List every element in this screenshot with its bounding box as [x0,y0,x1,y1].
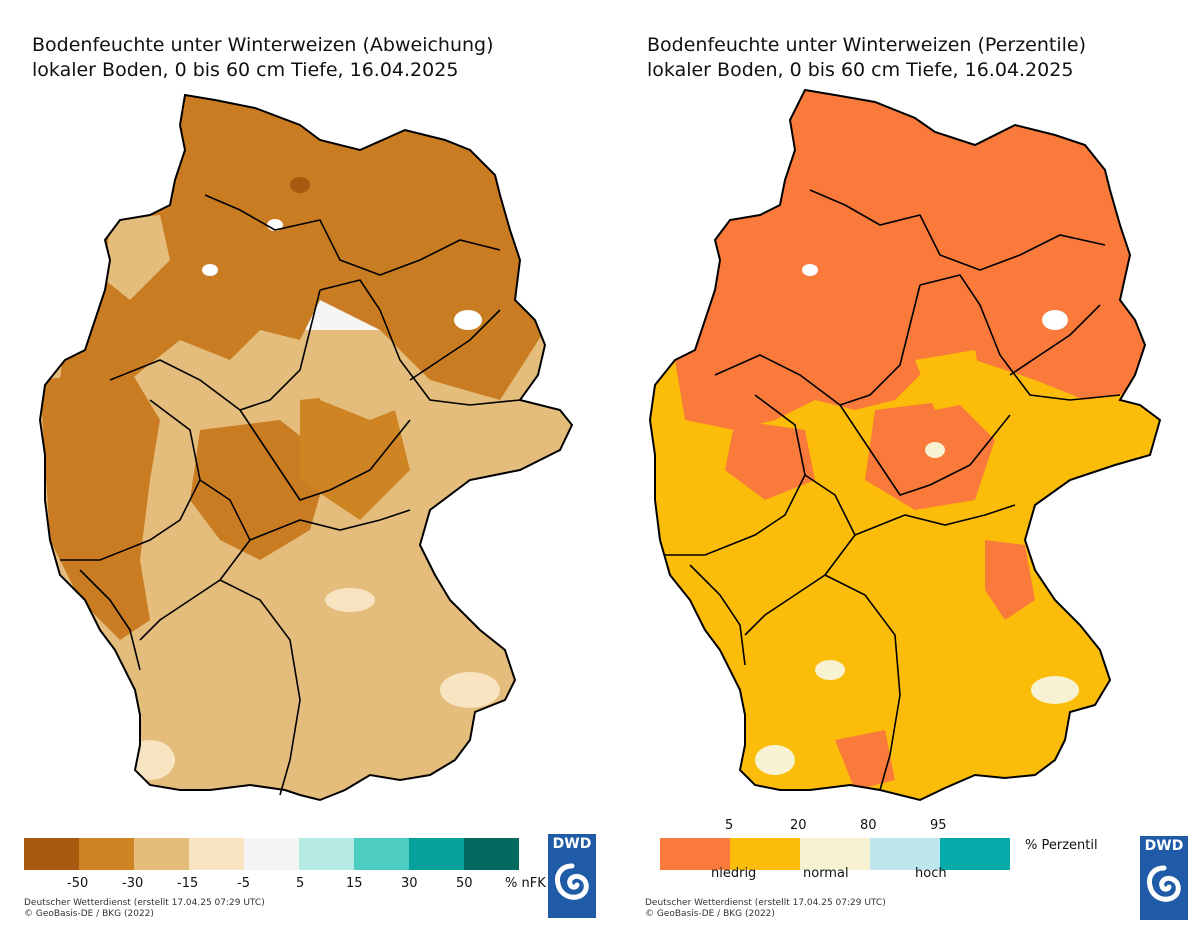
state-borders [60,194,521,796]
legend-swatch-4 [870,838,940,870]
legend-tick: -50 [67,876,89,891]
credit: Deutscher Wetterdienst (erstellt 17.04.2… [645,898,886,920]
berlin-hole [454,310,482,330]
legend-swatch-3 [800,838,870,870]
patch-sw [125,740,175,780]
legend-swatch-6 [299,838,354,870]
legend-tick: 50 [456,876,473,891]
legend-swatch-5 [244,838,299,870]
legend-swatch-5 [940,838,1010,870]
zone-normal-patch [915,350,985,410]
title-line-1: Bodenfeuchte unter Winterweizen (Abweich… [32,34,494,56]
deviation-legend [24,838,519,870]
zone-south-low [835,730,895,790]
map-title: Bodenfeuchte unter Winterweizen (Perzent… [647,33,1086,83]
credit: Deutscher Wetterdienst (erstellt 17.04.2… [24,898,265,920]
legend-tick: -5 [237,876,250,891]
swirl-icon [555,863,589,900]
patch-darkest [290,177,310,193]
patch-se [440,672,500,708]
patch-center [815,660,845,680]
zone-ml-pale [320,350,420,420]
title-line-1: Bodenfeuchte unter Winterweizen (Perzent… [647,34,1087,56]
title-line-2: lokaler Boden, 0 bis 60 cm Tiefe, 16.04.… [647,59,1074,81]
legend-label-normal: normal [803,866,849,881]
legend-tick: 5 [725,818,734,833]
state-borders [665,189,1121,791]
legend-tick: 15 [346,876,363,891]
dwd-logo-text: DWD [552,836,592,852]
patch-harz [925,442,945,458]
zone-north [60,95,545,400]
zone-saxony [410,410,570,480]
country-border [648,88,1162,802]
bremen-hole [202,264,218,276]
dwd-logo: DWD [548,834,596,918]
zone-nw-pale [105,215,170,300]
dwd-logo-text: DWD [1144,838,1184,854]
credit-line-1: Deutscher Wetterdienst (erstellt 17.04.2… [645,898,886,908]
legend-label-high: hoch [915,866,947,881]
zone-thuringia [300,390,410,520]
legend-tick: -15 [177,876,199,891]
legend-tick: 30 [401,876,418,891]
dwd-logo: DWD [1140,836,1188,920]
percentile-map-panel: Bodenfeuchte unter Winterweizen (Perzent… [615,0,1200,936]
zone-hessen [190,420,330,560]
legend-swatch-1 [660,838,730,870]
country-border [38,93,574,802]
patch-center [325,588,375,612]
legend-tick: 80 [860,818,877,833]
zone-north-low [675,90,1150,430]
legend-tick: 5 [296,876,305,891]
title-line-2: lokaler Boden, 0 bis 60 cm Tiefe, 16.04.… [32,59,459,81]
legend-swatch-9 [464,838,519,870]
bremen-hole [802,264,818,276]
legend-unit: % Perzentil [1025,838,1098,853]
legend-swatch-4 [189,838,244,870]
zone-west-low [725,420,815,500]
legend-swatch-7 [354,838,409,870]
germany-percentile-map [648,88,1162,802]
legend-unit: % nFK [505,876,546,891]
patch-sw [755,745,795,775]
legend-swatch-8 [409,838,464,870]
deviation-map-panel: Bodenfeuchte unter Winterweizen (Abweich… [24,33,596,920]
patch-se [1031,676,1079,704]
legend-swatch-1 [24,838,79,870]
zone-east-low [985,540,1035,620]
legend-swatch-3 [134,838,189,870]
zone-west [40,370,160,640]
legend-tick: 20 [790,818,807,833]
credit-line-2: © GeoBasis-DE / BKG (2022) [24,909,154,919]
legend-tick: 95 [930,818,947,833]
credit-line-1: Deutscher Wetterdienst (erstellt 17.04.2… [24,898,265,908]
germany-deviation-map [38,93,574,802]
map-title: Bodenfeuchte unter Winterweizen (Abweich… [32,33,494,83]
swirl-icon [1147,865,1181,902]
credit-line-2: © GeoBasis-DE / BKG (2022) [645,909,775,919]
percentile-legend [660,838,1010,870]
legend-label-low: niedrig [711,866,757,881]
berlin-hole [1042,310,1068,330]
legend-swatch-2 [79,838,134,870]
legend-swatch-2 [730,838,800,870]
legend-tick: -30 [122,876,144,891]
